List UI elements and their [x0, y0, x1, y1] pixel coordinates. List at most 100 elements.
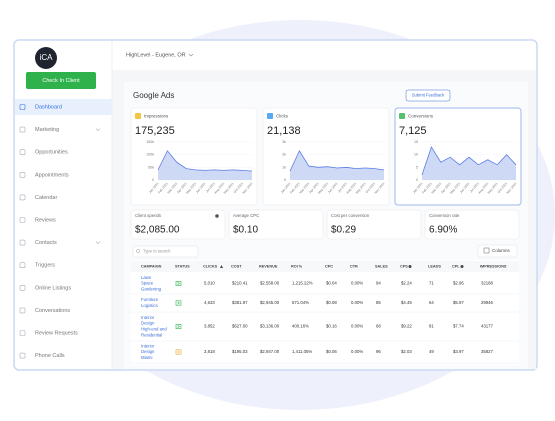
- area-line: [421, 146, 517, 176]
- campaign-name[interactable]: Design: [141, 349, 155, 354]
- search-placeholder[interactable]: Type to search: [143, 249, 171, 254]
- y-tick-label: 100k: [146, 153, 154, 157]
- campaign-name[interactable]: Interior: [141, 343, 155, 348]
- table-cell: $0.05: [326, 349, 337, 354]
- x-tick-label: Jan 2021: [148, 181, 160, 194]
- table-header[interactable]: ROI %: [291, 265, 303, 269]
- table-header[interactable]: COST: [231, 265, 242, 269]
- table-header[interactable]: CAMPAIGN: [141, 265, 162, 269]
- nav-icon: [19, 330, 26, 336]
- table-header[interactable]: LEADS: [428, 265, 441, 269]
- campaign-name[interactable]: Logistics: [141, 303, 158, 308]
- campaign-name[interactable]: Interior: [141, 315, 155, 320]
- campaign-name[interactable]: Space: [141, 281, 154, 286]
- nav-item[interactable]: Phone Calls: [35, 353, 65, 359]
- chart-total: 7,125: [399, 125, 427, 137]
- stat-value: $0.29: [331, 225, 356, 236]
- feedback-button[interactable]: [405, 89, 451, 102]
- campaign-name[interactable]: Lawn: [141, 275, 152, 280]
- table-header[interactable]: CPC: [325, 265, 333, 269]
- chart-card: [262, 107, 390, 206]
- chevron: [188, 53, 194, 57]
- nav-item[interactable]: Appointments: [35, 172, 69, 178]
- y-tick-label: 2k: [282, 153, 286, 157]
- table-header[interactable]: CLICKS: [203, 265, 218, 269]
- location[interactable]: HighLevel - Eugene, OR: [126, 52, 186, 58]
- table-header[interactable]: CTR: [350, 265, 358, 269]
- x-tick-label: Oct 2021: [497, 181, 509, 194]
- y-tick-label: 3k: [282, 140, 286, 144]
- x-tick-label: Feb 2021: [157, 181, 169, 194]
- chart-title: Impressions: [144, 114, 169, 119]
- nav-item[interactable]: Marketing: [35, 127, 59, 133]
- sort-arrow: [220, 265, 223, 268]
- chart-title: Clicks: [276, 114, 289, 119]
- info-icon: [460, 265, 464, 268]
- campaign-name[interactable]: Furniture: [141, 297, 159, 302]
- table-header[interactable]: CPS: [400, 265, 408, 269]
- y-tick-label: 0: [416, 178, 418, 182]
- search-box[interactable]: [132, 245, 199, 258]
- x-tick-label: Sep 2021: [487, 181, 499, 194]
- stat-value: $0.10: [233, 225, 258, 236]
- nav-icon: [19, 307, 26, 314]
- table-cell: 1,411.05%: [292, 349, 312, 354]
- table-cell: 64: [429, 300, 434, 305]
- status-icon: [175, 280, 182, 286]
- campaign-name[interactable]: Gardening: [141, 286, 162, 291]
- y-tick-label: 10: [414, 153, 418, 157]
- x-tick-label: Sep 2021: [355, 181, 367, 194]
- nav-item[interactable]: Review Requests: [35, 330, 78, 336]
- campaign-name[interactable]: High-end and: [141, 327, 167, 332]
- table-cell: $4.49: [401, 300, 412, 305]
- area-fill: [290, 150, 384, 180]
- table-header[interactable]: REVENUE: [259, 265, 278, 269]
- table-cell: 29946: [481, 300, 494, 305]
- nav-item[interactable]: Triggers: [35, 263, 55, 269]
- campaign-name[interactable]: Miami: [141, 355, 153, 360]
- nav-item[interactable]: Opportunities: [35, 150, 68, 156]
- table-cell: 0.00%: [351, 281, 363, 286]
- table-header[interactable]: IMPRESSIONS: [480, 265, 507, 269]
- check-in-text[interactable]: Check In Client: [42, 78, 80, 84]
- stat-label: Average CPC: [233, 213, 259, 218]
- campaign-name[interactable]: Design: [141, 321, 155, 326]
- campaign-name[interactable]: Residential: [141, 332, 162, 337]
- table-cell: 0.00%: [351, 300, 363, 305]
- table-cell: $381.97: [232, 300, 248, 305]
- nav-icon: [19, 149, 26, 155]
- check-in-button[interactable]: [26, 72, 96, 89]
- nav-item[interactable]: Calendar: [35, 195, 57, 201]
- x-tick-label: Jul 2021: [205, 181, 216, 193]
- status-icon-mark: [177, 325, 180, 328]
- table-cell: $195.03: [232, 349, 248, 354]
- nav-item[interactable]: Conversations: [35, 308, 70, 314]
- table-cell: $3.97: [453, 349, 464, 354]
- nav-icon: [19, 217, 26, 223]
- logo-text: iCA: [40, 53, 54, 62]
- stat-card: [424, 209, 520, 240]
- table-cell: $2.96: [453, 281, 464, 286]
- y-tick-label: 15: [414, 140, 418, 144]
- y-tick-label: 0: [152, 178, 154, 182]
- feedback-text[interactable]: Submit Feedback: [412, 93, 445, 98]
- x-tick-label: Aug 2021: [213, 181, 225, 194]
- nav-icon: [19, 239, 26, 246]
- table-cell: 94: [376, 281, 381, 286]
- y-tick-label: 5: [416, 165, 418, 169]
- nav-item[interactable]: Dashboard: [35, 104, 62, 110]
- table-header[interactable]: SALES: [375, 265, 388, 269]
- table-cell: 68: [376, 324, 381, 329]
- table-cell: $2.03: [401, 349, 412, 354]
- table-cell: $5.97: [453, 300, 464, 305]
- nav-item[interactable]: Contacts: [35, 240, 57, 246]
- chart-card: [130, 107, 258, 206]
- nav-item[interactable]: Online Listings: [35, 285, 71, 291]
- area-fill: [158, 150, 252, 180]
- columns-icon: [483, 247, 490, 254]
- nav-item[interactable]: Reviews: [35, 217, 56, 223]
- x-tick-label: Mar 2021: [166, 181, 178, 194]
- table-header[interactable]: CPL: [452, 265, 460, 269]
- columns-text[interactable]: Columns: [492, 248, 511, 253]
- stat-card: [228, 209, 324, 240]
